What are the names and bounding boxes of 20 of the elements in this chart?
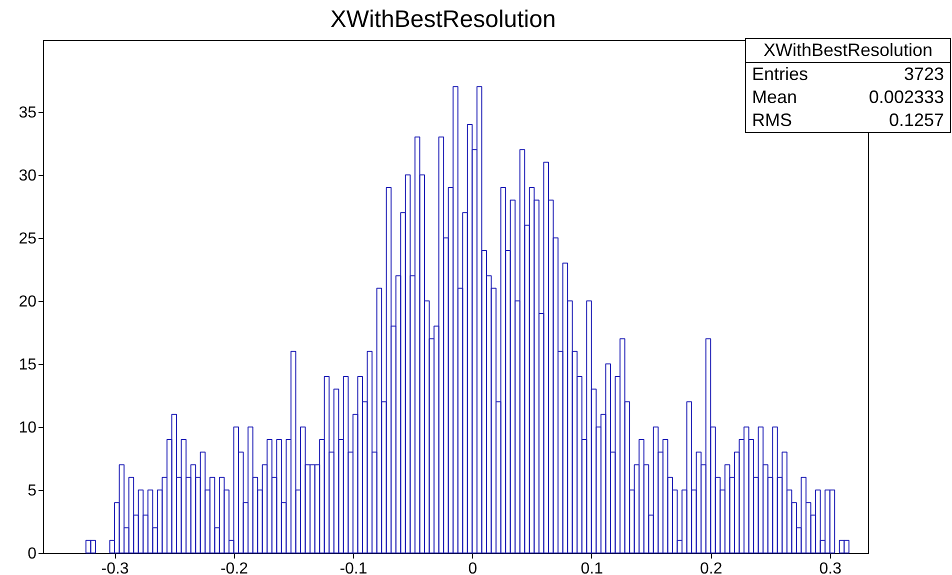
x-tick-label: -0.3 [101,560,129,575]
x-tick-label: 0.2 [700,560,722,575]
x-tick-label: 0.3 [819,560,842,575]
y-tick-label: 0 [28,546,37,562]
y-tick-label: 35 [18,104,37,122]
y-tick-label: 30 [18,167,37,184]
text: Mean 0.002333 [752,87,944,107]
y-tick-label: 10 [18,419,37,436]
text: RMS 0.1257 [752,110,944,130]
y-tick-label: 15 [18,356,37,374]
y-tick-label: 25 [18,230,37,248]
chart-title: XWithBestResolution [330,6,556,33]
x-tick-label: -0.1 [340,560,368,575]
x-tick-label: 0.1 [580,560,604,575]
y-tick-label: 20 [18,293,37,310]
x-tick-label: -0.2 [220,560,248,575]
text: Entries 3723 [752,64,944,84]
y-tick-label: 5 [28,482,37,500]
x-tick-label: 0 [468,560,478,575]
annotation: XWithBestResolution [746,39,950,63]
